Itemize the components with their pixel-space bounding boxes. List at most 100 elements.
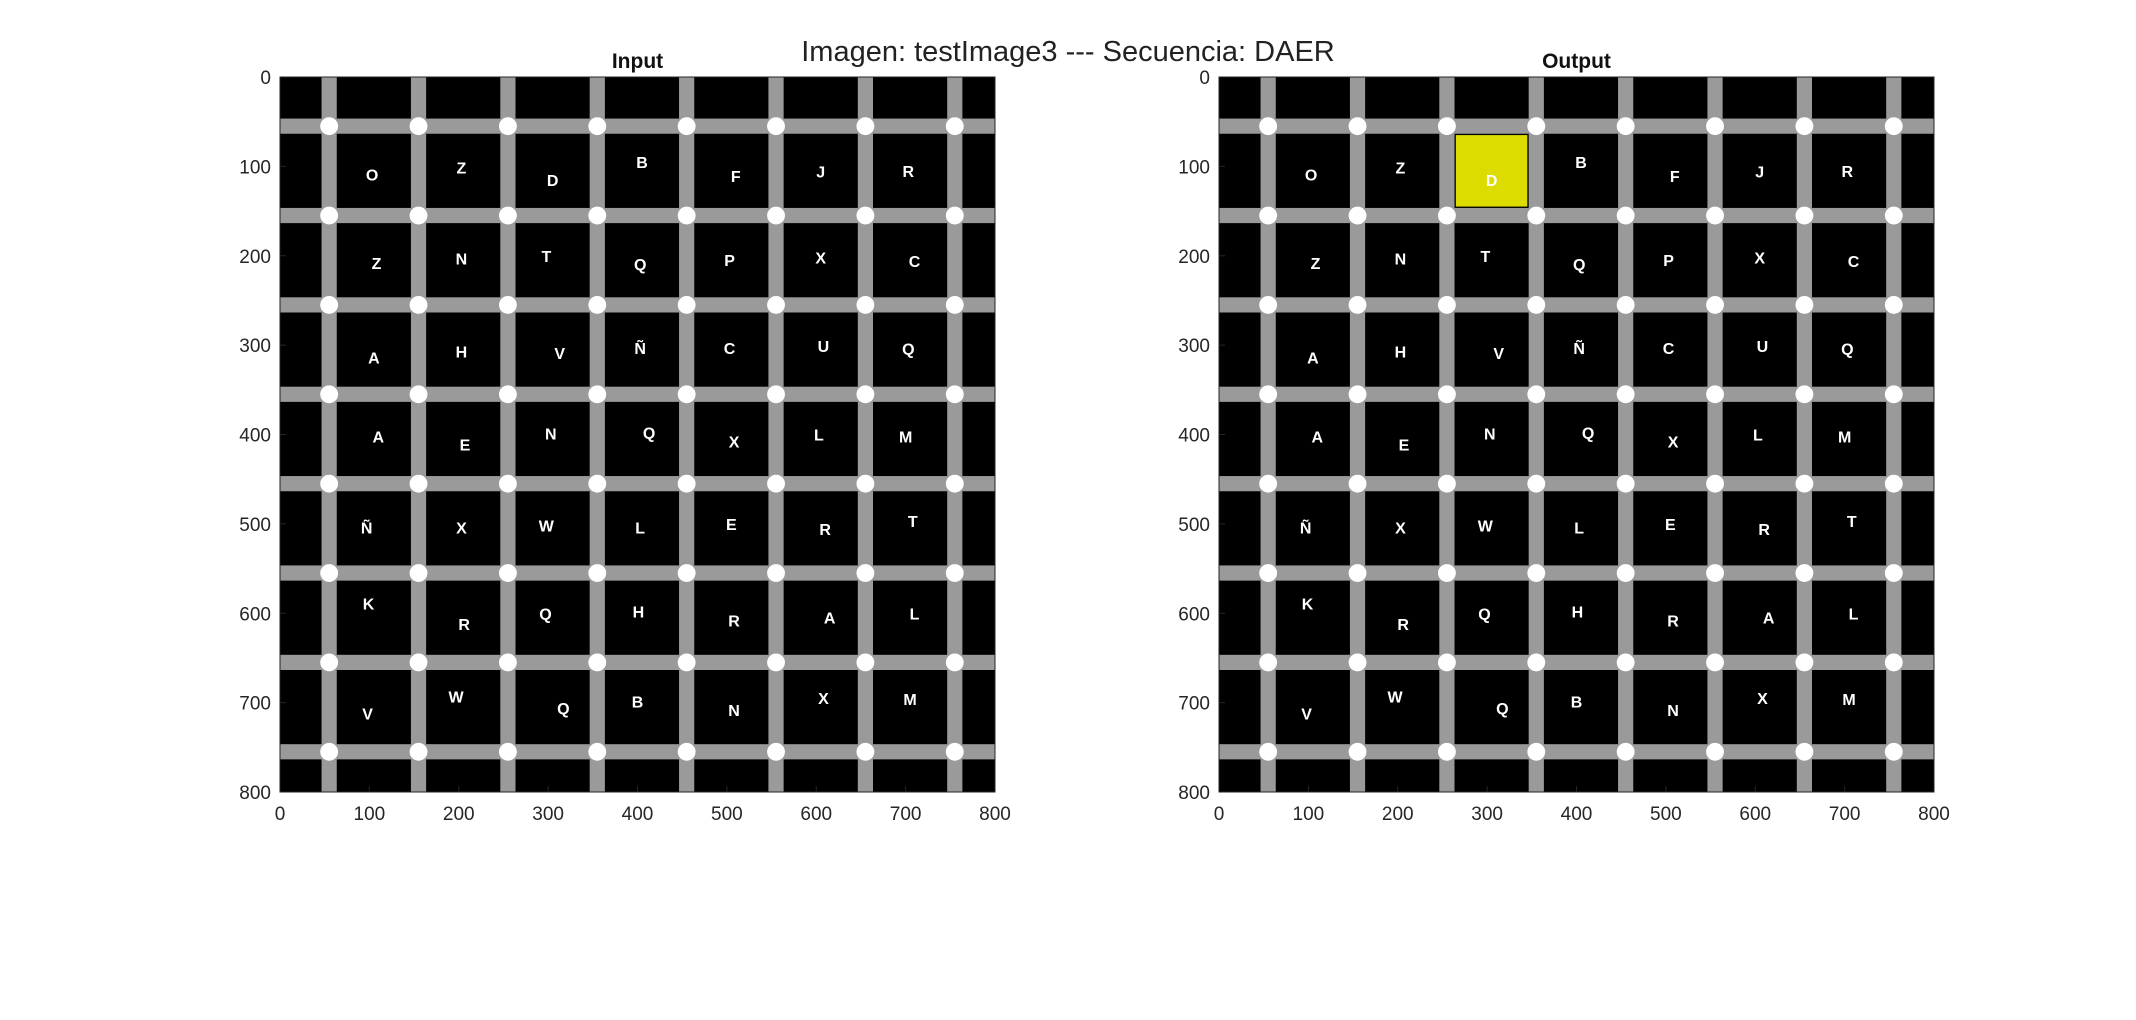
input-intersection-dot bbox=[767, 117, 785, 136]
output-grid-line-vertical bbox=[1707, 77, 1723, 792]
input-grid-letter: K bbox=[363, 596, 375, 613]
output-y-tick-label: 300 bbox=[1178, 336, 1210, 357]
output-grid-letter: V bbox=[1493, 346, 1504, 363]
input-grid-line-horizontal bbox=[280, 654, 995, 671]
output-intersection-dot bbox=[1437, 206, 1456, 225]
input-x-tick-label: 0 bbox=[275, 804, 286, 825]
input-intersection-dot bbox=[677, 742, 696, 761]
input-intersection-dot bbox=[320, 564, 339, 582]
input-grid-letter: Ñ bbox=[361, 517, 373, 537]
output-intersection-dot bbox=[1437, 742, 1456, 761]
output-grid-letter: X bbox=[1754, 251, 1765, 268]
output-intersection-dot bbox=[1795, 295, 1814, 314]
input-intersection-dot bbox=[677, 385, 696, 404]
input-image-background bbox=[280, 77, 995, 792]
input-grid-letter: N bbox=[545, 427, 557, 444]
output-grid-letter: X bbox=[1668, 435, 1679, 452]
output-grid-letter: N bbox=[1484, 427, 1496, 444]
input-intersection-dot bbox=[409, 564, 428, 582]
output-intersection-dot bbox=[1884, 117, 1903, 136]
output-grid-line-horizontal bbox=[1219, 744, 1934, 760]
output-intersection-dot bbox=[1884, 385, 1903, 404]
input-grid-letter: W bbox=[539, 519, 555, 536]
output-intersection-dot bbox=[1348, 206, 1367, 225]
output-x-tick-label: 200 bbox=[1382, 804, 1414, 825]
input-intersection-dot bbox=[409, 206, 428, 225]
output-grid-letter: Ñ bbox=[1573, 338, 1585, 358]
output-intersection-dot bbox=[1616, 295, 1635, 314]
input-grid-letter: Q bbox=[634, 257, 646, 274]
output-grid-letter: U bbox=[1757, 339, 1769, 356]
output-y-tick-label: 600 bbox=[1178, 604, 1210, 625]
output-grid-line-vertical bbox=[1439, 77, 1455, 792]
input-intersection-dot bbox=[409, 742, 428, 761]
output-intersection-dot bbox=[1795, 385, 1814, 404]
input-intersection-dot bbox=[498, 117, 517, 136]
output-intersection-dot bbox=[1259, 653, 1278, 672]
output-grid-letter: R bbox=[1667, 613, 1679, 630]
input-intersection-dot bbox=[767, 385, 785, 404]
output-intersection-dot bbox=[1259, 564, 1278, 582]
input-grid-letter: H bbox=[633, 604, 645, 621]
input-grid-letter: O bbox=[366, 167, 378, 184]
output-grid-letter: P bbox=[1663, 253, 1674, 270]
input-intersection-dot bbox=[588, 206, 607, 225]
output-intersection-dot bbox=[1884, 653, 1903, 672]
output-grid-line-horizontal bbox=[1219, 654, 1934, 671]
input-grid-letter: Z bbox=[372, 256, 382, 273]
output-grid-letter: Q bbox=[1573, 257, 1585, 274]
input-grid-line-horizontal bbox=[280, 386, 995, 402]
output-intersection-dot bbox=[1259, 474, 1278, 493]
output-intersection-dot bbox=[1706, 385, 1724, 404]
output-grid-letter: E bbox=[1399, 437, 1410, 454]
input-intersection-dot bbox=[320, 206, 339, 225]
output-grid-letter: E bbox=[1665, 517, 1676, 534]
output-grid-letter: R bbox=[1842, 164, 1854, 181]
output-grid-letter: X bbox=[1757, 691, 1768, 708]
output-grid-letter: Q bbox=[1582, 426, 1594, 443]
input-grid-letter: X bbox=[456, 520, 467, 537]
output-grid-letter: B bbox=[1571, 695, 1583, 712]
output-intersection-dot bbox=[1884, 742, 1903, 761]
output-x-tick-label: 500 bbox=[1650, 804, 1682, 825]
input-y-tick-label: 700 bbox=[239, 694, 271, 715]
input-grid-letter: A bbox=[368, 351, 380, 368]
output-x-tick-label: 400 bbox=[1561, 804, 1593, 825]
input-intersection-dot bbox=[498, 206, 517, 225]
input-grid-letter: T bbox=[541, 249, 551, 266]
input-x-tick-label: 600 bbox=[800, 804, 832, 825]
output-y-tick-label: 800 bbox=[1178, 783, 1210, 804]
input-intersection-dot bbox=[856, 474, 875, 493]
input-grid-letter: R bbox=[458, 617, 470, 634]
input-grid-letter: V bbox=[362, 706, 373, 723]
output-intersection-dot bbox=[1884, 564, 1903, 582]
output-intersection-dot bbox=[1706, 564, 1724, 582]
input-intersection-dot bbox=[677, 653, 696, 672]
output-grid-line-vertical bbox=[1349, 77, 1366, 792]
input-grid-letter: X bbox=[818, 691, 829, 708]
input-intersection-dot bbox=[320, 474, 339, 493]
input-intersection-dot bbox=[856, 742, 875, 761]
output-grid-letter: Z bbox=[1396, 160, 1406, 177]
output-grid-line-horizontal bbox=[1219, 565, 1934, 581]
input-grid-letter: C bbox=[724, 341, 736, 358]
output-intersection-dot bbox=[1527, 385, 1546, 404]
input-intersection-dot bbox=[498, 653, 517, 672]
input-x-tick-label: 800 bbox=[979, 804, 1011, 825]
input-intersection-dot bbox=[588, 564, 607, 582]
output-intersection-dot bbox=[1259, 117, 1278, 136]
output-grid-letter: L bbox=[1574, 520, 1584, 537]
input-y-tick-label: 0 bbox=[260, 68, 271, 89]
input-grid-line-vertical bbox=[947, 77, 963, 792]
input-grid-line-horizontal bbox=[280, 297, 995, 313]
input-intersection-dot bbox=[498, 385, 517, 404]
output-grid-letter: R bbox=[1758, 522, 1770, 539]
output-grid-letter: M bbox=[1838, 429, 1851, 446]
input-x-tick-label: 500 bbox=[711, 804, 743, 825]
input-intersection-dot bbox=[320, 295, 339, 314]
input-intersection-dot bbox=[856, 653, 875, 672]
input-y-tick-label: 100 bbox=[239, 157, 271, 178]
input-grid-letter: A bbox=[373, 429, 385, 446]
input-intersection-dot bbox=[409, 474, 428, 493]
